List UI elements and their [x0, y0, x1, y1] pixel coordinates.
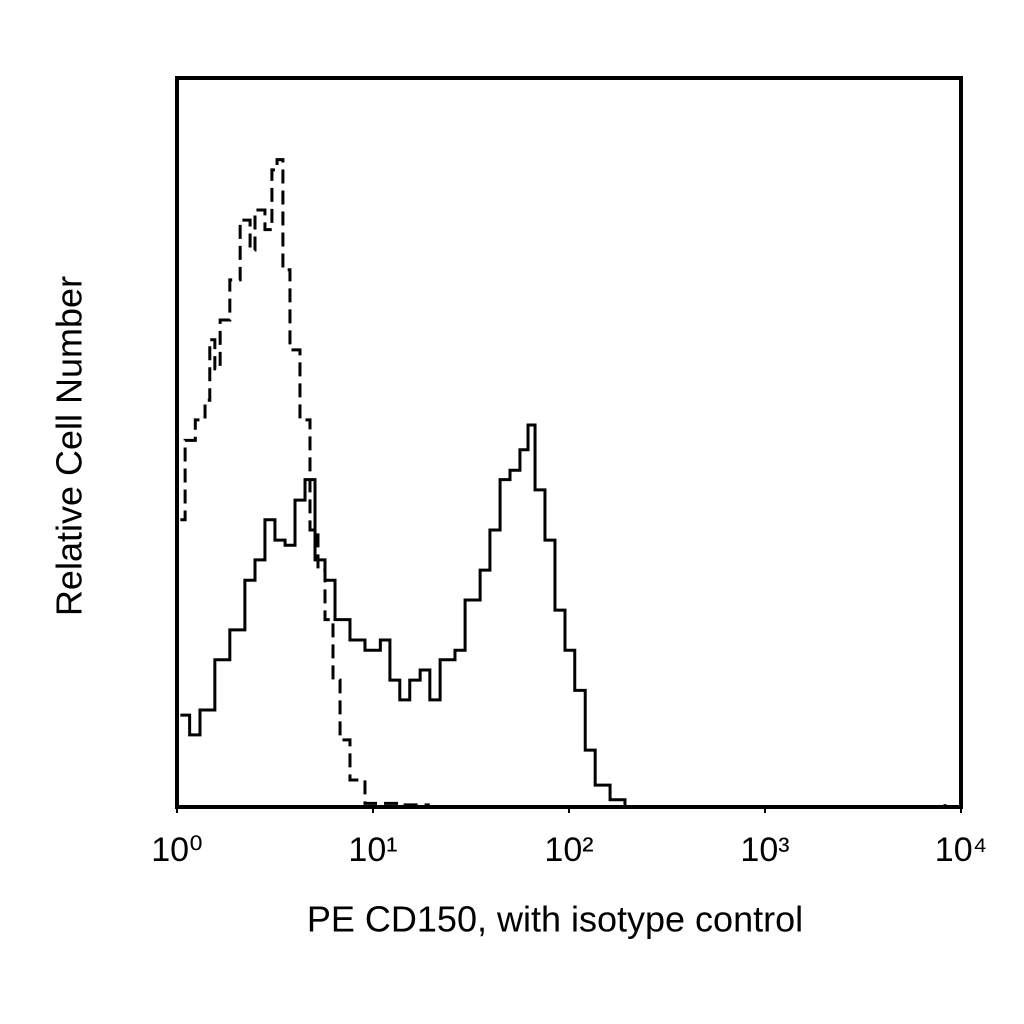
- x-tick-label: 10⁰: [151, 831, 202, 869]
- x-axis-label: PE CD150, with isotype control: [307, 899, 803, 940]
- x-tick-label: 10³: [740, 831, 789, 869]
- x-tick-label: 10²: [544, 831, 593, 869]
- x-tick-label: 10¹: [348, 831, 397, 869]
- histogram-line: [180, 423, 947, 809]
- histogram-line: [180, 158, 430, 807]
- x-tick-label: 10⁴: [935, 831, 987, 869]
- y-axis-label: Relative Cell Number: [49, 276, 90, 616]
